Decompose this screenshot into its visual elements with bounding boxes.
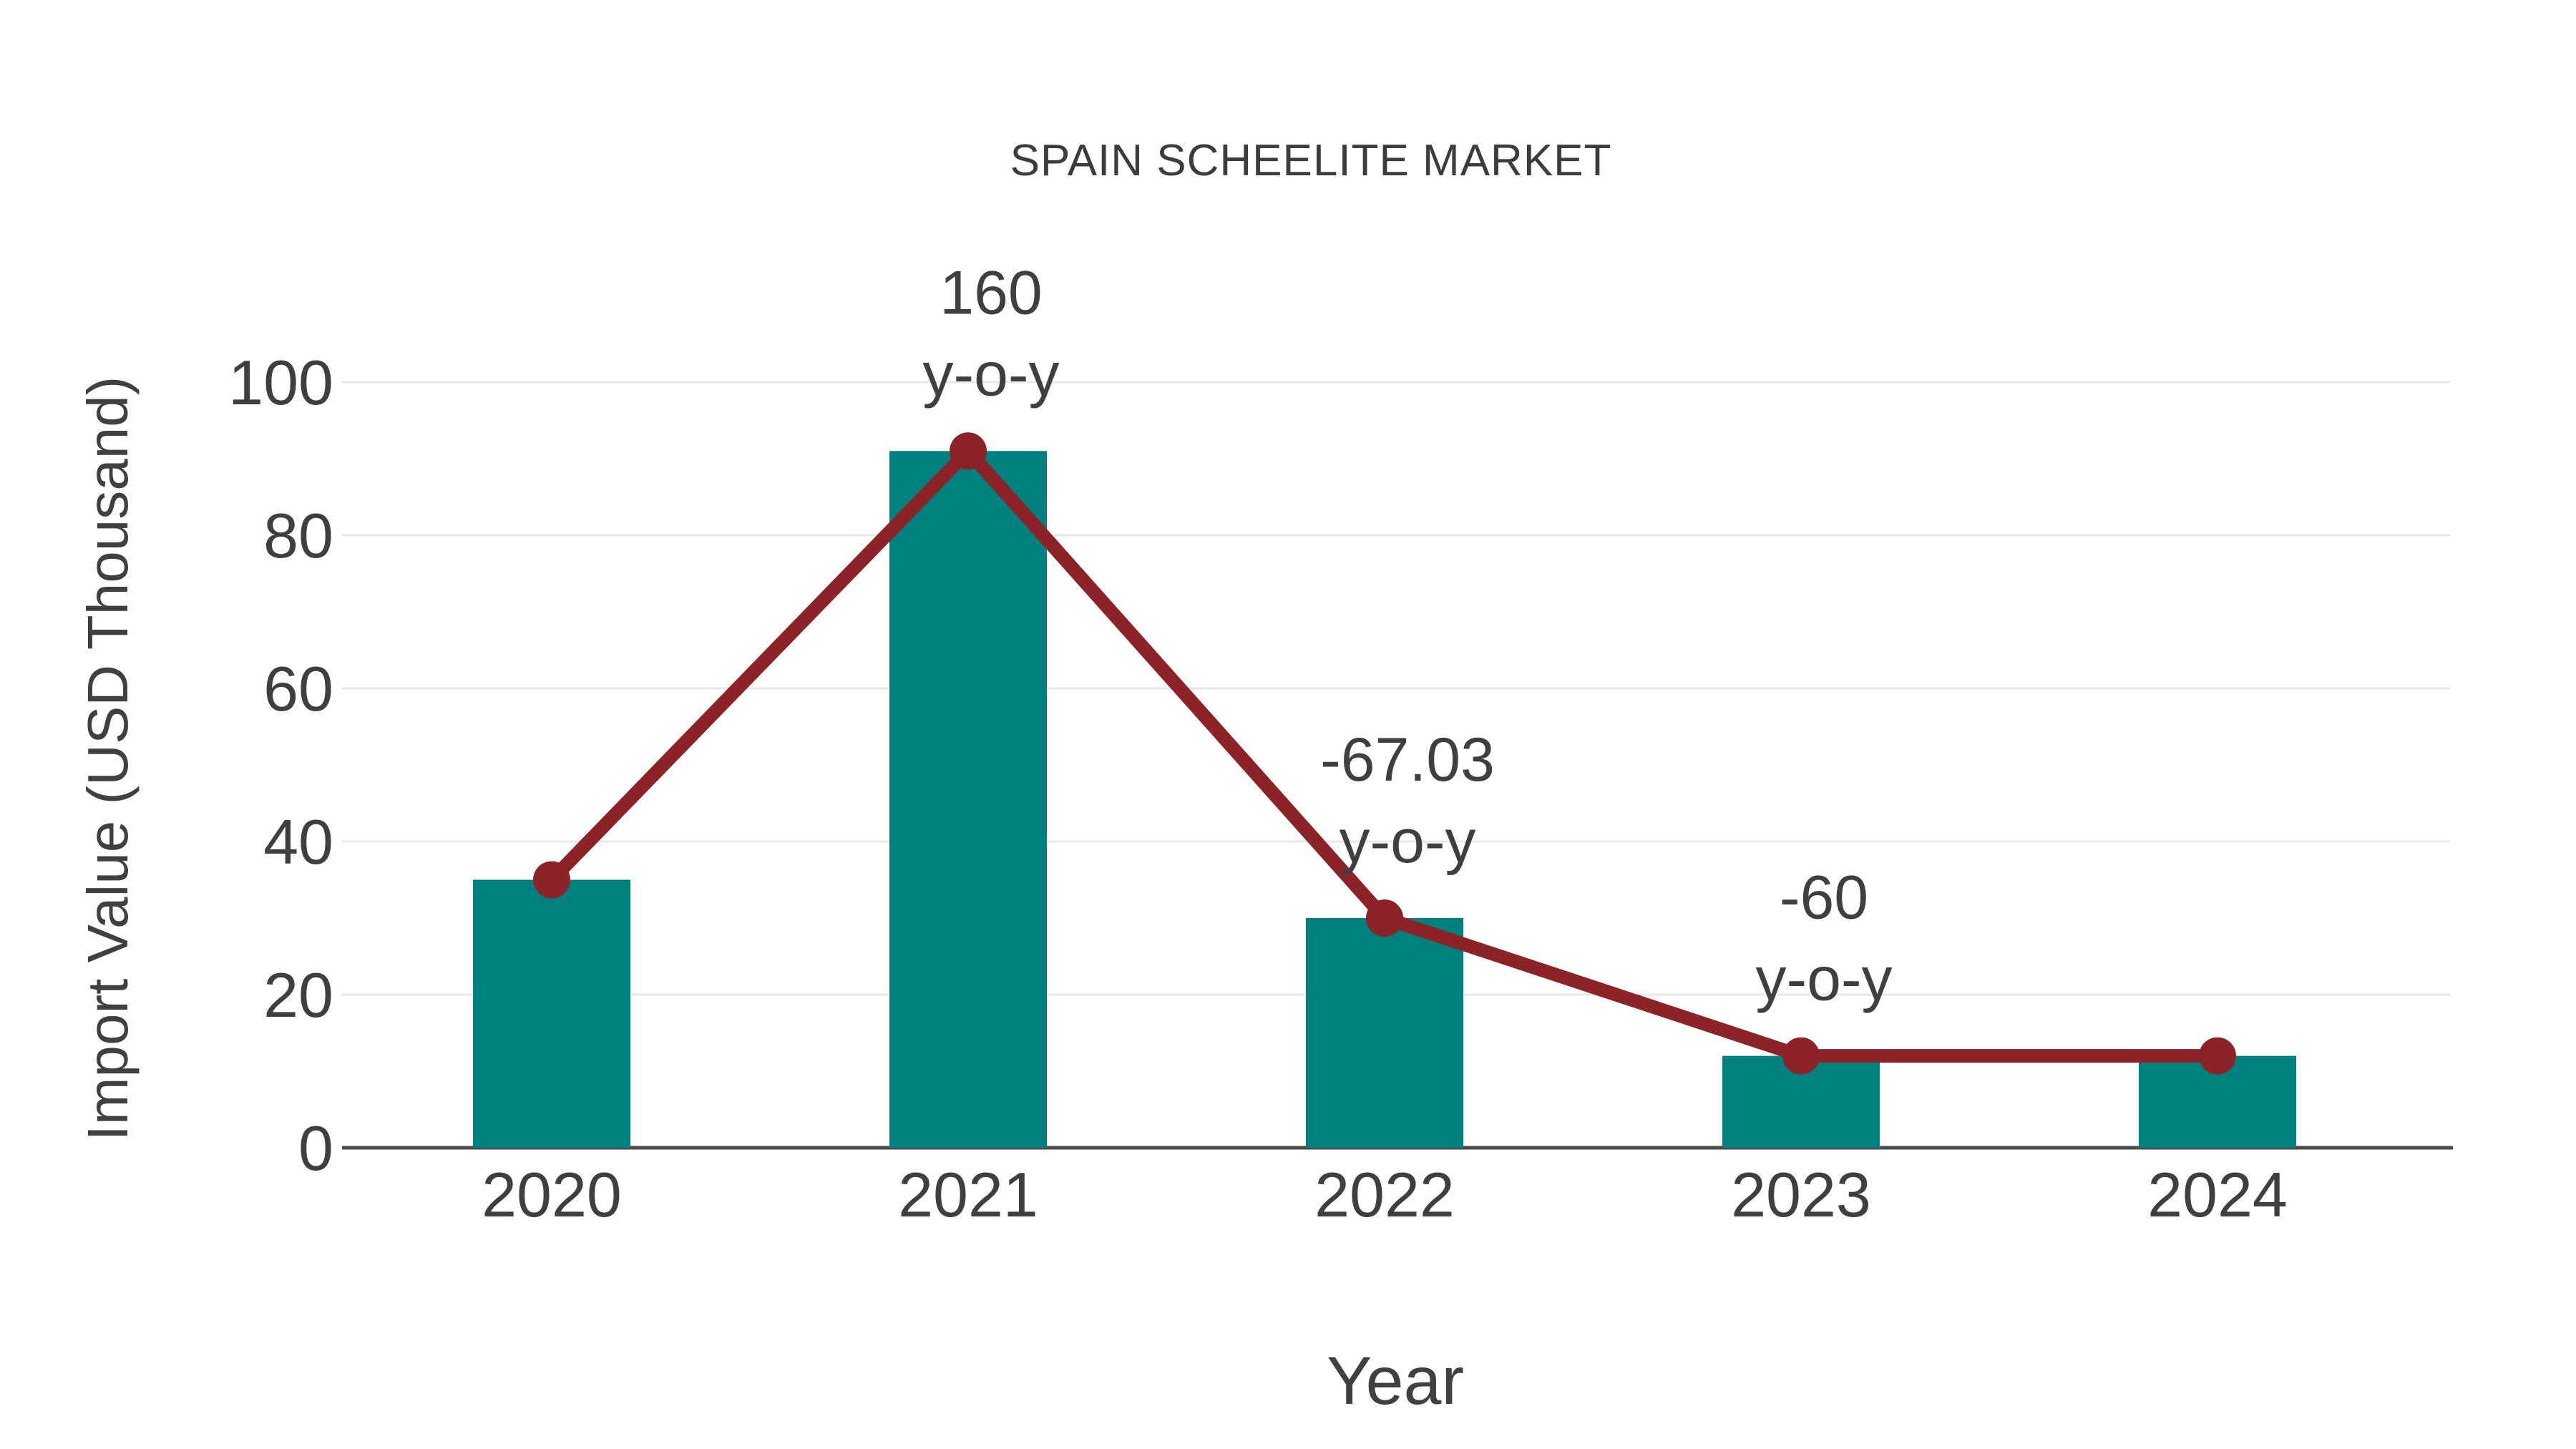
y-tick-label-40: 40 — [263, 806, 333, 877]
line-point-2020 — [533, 861, 570, 899]
line-point-2023 — [1782, 1037, 1820, 1075]
x-tick-label-2021: 2021 — [898, 1159, 1038, 1230]
yoy-annotation-2021-value: 160 — [940, 258, 1043, 327]
bar-2022 — [1306, 918, 1463, 1148]
y-tick-label-100: 100 — [228, 347, 333, 418]
bar-series-group — [473, 451, 2296, 1148]
line-point-2021 — [950, 432, 987, 470]
line-point-2022 — [1366, 899, 1403, 937]
yoy-annotation-2022-label: y-o-y — [1339, 807, 1475, 876]
y-tick-label-80: 80 — [263, 500, 333, 571]
gridlines-group — [342, 381, 2450, 996]
x-tick-label-2024: 2024 — [2147, 1159, 2288, 1230]
bar-2020 — [473, 879, 630, 1148]
x-tick-label-2023: 2023 — [1731, 1159, 1871, 1230]
yoy-annotation-2023-value: -60 — [1780, 864, 1868, 932]
x-tick-label-2022: 2022 — [1314, 1159, 1455, 1230]
bar-2021 — [889, 451, 1047, 1148]
yoy-annotation-2022-value: -67.03 — [1320, 726, 1495, 794]
y-tick-label-0: 0 — [298, 1113, 333, 1184]
x-tick-labels-group: 2020 2021 2022 2023 2024 — [482, 1159, 2288, 1230]
y-axis-title: Import Value (USD Thousand) — [76, 376, 140, 1141]
yoy-annotation-2023-label: y-o-y — [1755, 945, 1892, 1014]
annotations-group: 160 y-o-y -67.03 y-o-y -60 y-o-y — [922, 258, 1892, 1013]
y-tick-labels-group: 0 20 40 60 80 100 — [228, 347, 333, 1184]
y-tick-label-60: 60 — [263, 653, 333, 724]
x-axis-title: Year — [1327, 1343, 1464, 1419]
x-tick-label-2020: 2020 — [482, 1159, 622, 1230]
chart-title: SPAIN SCHEELITE MARKET — [1010, 136, 1612, 185]
line-series-group — [533, 432, 2236, 1075]
y-tick-label-20: 20 — [263, 960, 333, 1030]
yoy-annotation-2021-label: y-o-y — [922, 340, 1059, 409]
line-point-2024 — [2199, 1037, 2236, 1075]
